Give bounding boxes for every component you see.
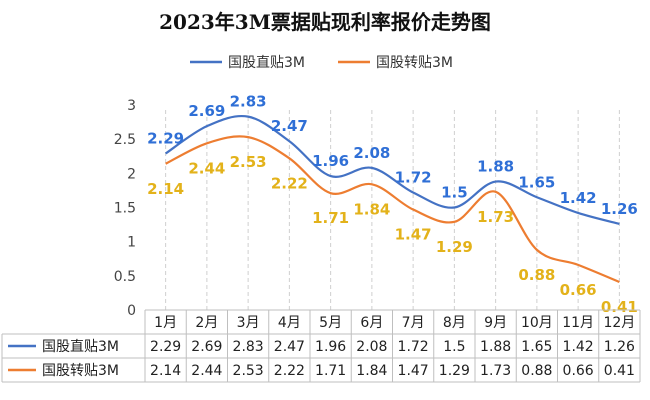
table-row-header: 国股直贴3M	[42, 338, 119, 355]
table-cell: 2.53	[233, 363, 264, 379]
data-label-series-2: 2.14	[147, 180, 184, 198]
data-label-series-1: 2.29	[147, 130, 184, 148]
data-label-series-1: 1.88	[477, 158, 514, 176]
data-label-series-2: 0.41	[601, 298, 638, 316]
x-tick-label: 10月	[521, 315, 553, 331]
table-row-header: 国股转贴3M	[42, 363, 119, 379]
x-tick-label: 11月	[562, 315, 594, 331]
data-label-series-1: 1.42	[560, 189, 597, 207]
x-tick-label: 12月	[603, 315, 635, 331]
table-cell: 1.71	[315, 363, 346, 379]
data-label-series-1: 2.08	[353, 144, 390, 162]
data-label-series-2: 1.73	[477, 208, 514, 226]
data-label-series-2: 2.53	[230, 153, 267, 171]
table-cell: 1.5	[443, 339, 465, 355]
table-cell: 1.72	[398, 339, 429, 355]
table-cell: 2.47	[274, 339, 305, 355]
x-tick-label: 3月	[237, 315, 260, 331]
data-label-series-1: 1.96	[312, 152, 349, 170]
x-tick-label: 2月	[195, 315, 218, 331]
y-tick-label: 2.5	[114, 132, 136, 148]
y-tick-label: 1	[127, 235, 136, 251]
x-tick-label: 9月	[484, 315, 507, 331]
data-label-series-2: 0.66	[560, 281, 597, 299]
table-cell: 1.65	[521, 339, 552, 355]
data-label-series-1: 1.72	[395, 168, 432, 186]
data-label-series-2: 0.88	[518, 266, 555, 284]
table-cell: 1.26	[604, 339, 635, 355]
table-cell: 2.29	[150, 339, 181, 355]
legend-label-2: 国股转贴3M	[376, 55, 453, 71]
table-cell: 1.88	[480, 339, 511, 355]
legend-label-1: 国股直贴3M	[228, 54, 305, 71]
table-cell: 2.08	[356, 339, 387, 355]
data-label-series-2: 2.22	[271, 174, 308, 192]
x-tick-label: 5月	[319, 315, 342, 331]
data-label-series-1: 1.5	[441, 184, 468, 202]
table-cell: 0.41	[604, 363, 635, 379]
table-cell: 1.96	[315, 339, 346, 355]
table-cell: 2.83	[233, 339, 264, 355]
series-line-2	[165, 135, 620, 283]
table-cell: 1.47	[398, 363, 429, 379]
x-tick-label: 4月	[278, 315, 301, 331]
table-cell: 1.73	[480, 363, 511, 379]
table-cell: 0.66	[563, 363, 594, 379]
table-cell: 2.22	[274, 363, 305, 379]
table-cell: 2.69	[191, 339, 222, 355]
y-tick-label: 3	[127, 98, 136, 114]
table-cell: 1.42	[563, 339, 594, 355]
x-tick-label: 8月	[443, 315, 466, 331]
data-label-series-1: 1.65	[518, 173, 555, 191]
y-tick-label: 1.5	[114, 201, 136, 217]
data-label-series-1: 2.83	[230, 93, 267, 111]
x-tick-label: 7月	[402, 315, 425, 331]
table-cell: 1.84	[356, 363, 387, 379]
table-cell: 2.44	[191, 363, 222, 379]
x-tick-label: 6月	[360, 315, 383, 331]
table-cell: 0.88	[521, 363, 552, 379]
y-tick-label: 0.5	[114, 269, 136, 285]
table-cell: 2.14	[150, 363, 181, 379]
data-label-series-2: 1.29	[436, 238, 473, 256]
data-label-series-1: 2.47	[271, 117, 308, 135]
chart-title: 2023年3M票据贴现利率报价走势图	[159, 10, 491, 34]
data-label-series-2: 2.44	[188, 159, 225, 177]
data-label-series-2: 1.84	[353, 200, 390, 218]
y-tick-label: 0	[127, 303, 136, 319]
series-line-1	[165, 114, 620, 225]
table-cell: 1.29	[439, 363, 470, 379]
x-tick-label: 1月	[154, 315, 177, 331]
data-label-series-2: 1.71	[312, 209, 349, 227]
data-label-series-2: 1.47	[395, 226, 432, 244]
data-label-series-1: 2.69	[188, 102, 225, 120]
data-label-series-1: 1.26	[601, 200, 638, 218]
y-tick-label: 2	[127, 166, 136, 182]
